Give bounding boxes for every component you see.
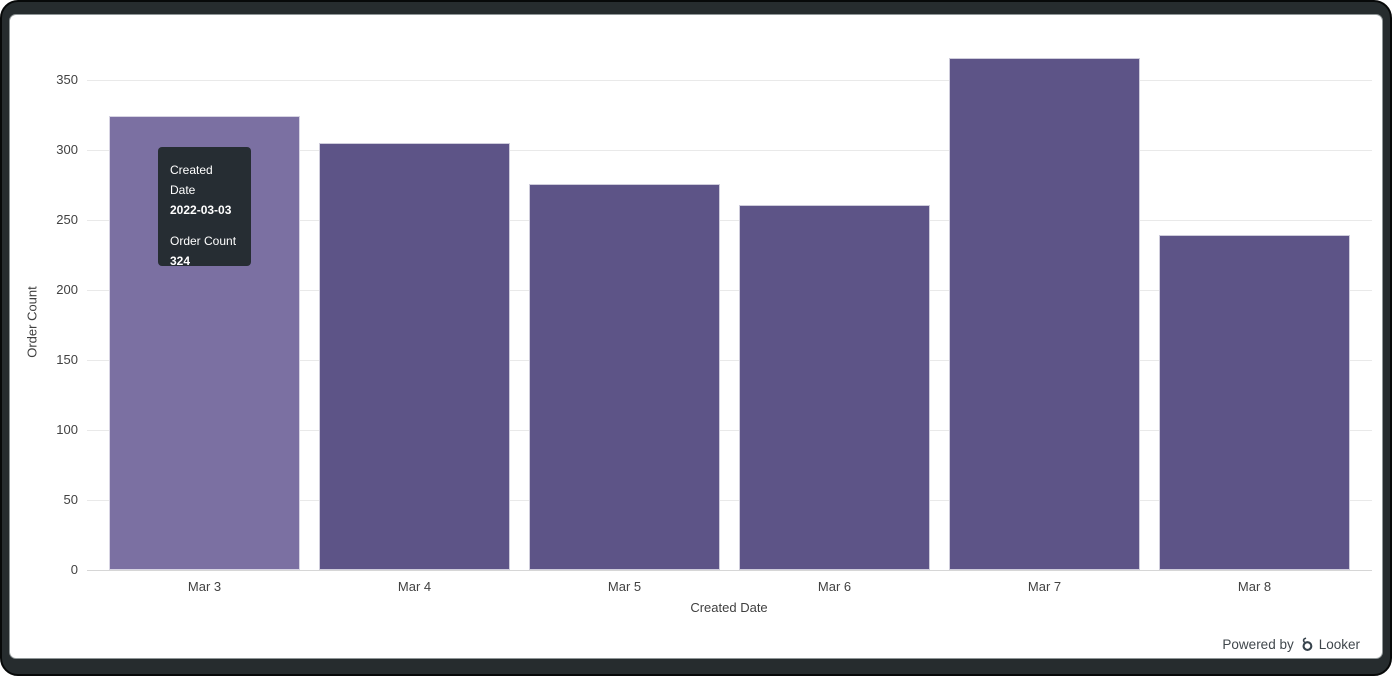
bar-mar-7[interactable]	[949, 58, 1140, 570]
x-tick-label-mar-5: Mar 5	[607, 579, 642, 594]
bar-mar-4[interactable]	[319, 143, 510, 570]
x-tick-label-mar-4: Mar 4	[397, 579, 432, 594]
x-tick-label-mar-7: Mar 7	[1027, 579, 1062, 594]
y-tick-label-0: 0	[70, 562, 78, 577]
y-tick-label-200: 200	[56, 282, 78, 297]
brand-name: Looker	[1318, 637, 1360, 652]
y-tick-label-350: 350	[56, 72, 78, 87]
x-tick-label-mar-3: Mar 3	[187, 579, 222, 594]
tooltip-field1-value: 2022-03-03	[170, 203, 232, 217]
gridline-50	[87, 500, 1372, 501]
gridline-250	[87, 220, 1372, 221]
gridline-0	[87, 570, 1372, 571]
x-tick-label-mar-8: Mar 8	[1237, 579, 1272, 594]
gridline-200	[87, 290, 1372, 291]
y-tick-label-100: 100	[56, 422, 78, 437]
tooltip-field2-label: Order Count	[170, 234, 237, 248]
gridline-350	[87, 80, 1372, 81]
gridline-300	[87, 150, 1372, 151]
gridline-100	[87, 430, 1372, 431]
gridline-150	[87, 360, 1372, 361]
tooltip-field2-value: 324	[170, 254, 191, 268]
y-tick-label-250: 250	[56, 212, 78, 227]
y-tick-label-300: 300	[56, 142, 78, 157]
hover-tooltip: Created Date 2022-03-03 Order Count 324	[158, 147, 251, 268]
y-axis-title: Order Count	[24, 286, 40, 358]
powered-by-looker-link[interactable]: Powered by Looker	[1222, 637, 1360, 652]
powered-by-label: Powered by	[1222, 637, 1294, 652]
x-tick-label-mar-6: Mar 6	[817, 579, 852, 594]
looker-logo-icon	[1299, 637, 1314, 652]
bar-mar-8[interactable]	[1159, 235, 1350, 570]
bar-mar-6[interactable]	[739, 205, 930, 570]
y-tick-label-150: 150	[56, 352, 78, 367]
x-axis-title: Created Date	[690, 600, 768, 615]
y-tick-label-50: 50	[63, 492, 78, 507]
bar-mar-5[interactable]	[529, 184, 720, 570]
tooltip-field1-label: Created Date	[170, 163, 213, 197]
